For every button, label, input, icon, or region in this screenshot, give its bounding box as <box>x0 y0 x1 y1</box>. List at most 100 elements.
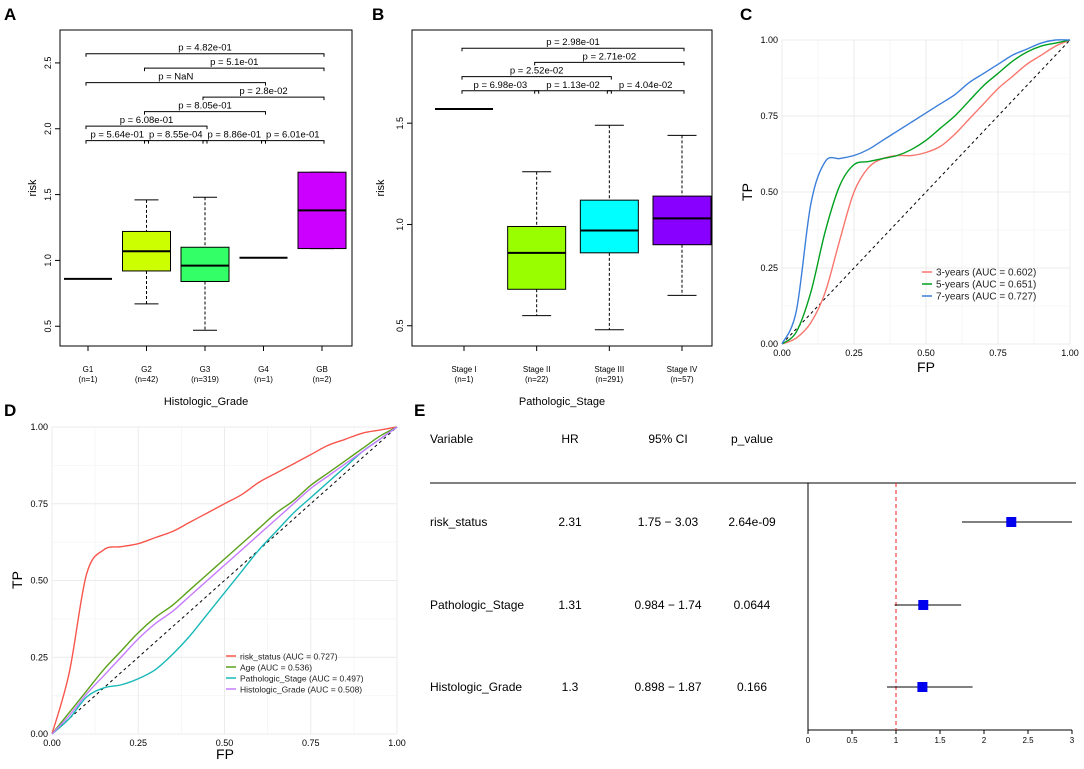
table-cell-variable: Histologic_Grade <box>430 680 522 694</box>
comparison-pvalue: p = 2.71e-02 <box>583 51 637 62</box>
legend-label: risk_status (AUC = 0.727) <box>240 652 338 662</box>
x-tick-label: 1.00 <box>388 738 406 748</box>
table-header: Variable <box>430 432 473 446</box>
table-header: HR <box>561 432 579 446</box>
x-tick-label: 0.50 <box>917 348 935 358</box>
y-tick-label: 1.0 <box>43 254 53 267</box>
comparison-bracket <box>85 82 266 86</box>
box-body <box>579 199 639 254</box>
comparison-pvalue: p = 6.08e-01 <box>120 115 174 126</box>
x-tick-label: G4 <box>258 365 269 374</box>
box-body <box>652 195 712 246</box>
table-cell-pvalue: 0.166 <box>737 680 767 694</box>
x-tick-count: (n=2) <box>313 375 332 384</box>
x-tick-label: 1.00 <box>1061 348 1079 358</box>
box-body <box>180 246 230 282</box>
legend-label: Age (AUC = 0.536) <box>240 663 312 673</box>
x-tick-label: Stage IV <box>667 365 698 374</box>
panel-b-letter: B <box>372 5 384 24</box>
legend-label: 3-years (AUC = 0.602) <box>936 268 1036 279</box>
y-tick-label: 2.0 <box>43 122 53 135</box>
comparison-pvalue: p = 2.98e-01 <box>546 37 600 48</box>
panel-b-boxplot: 0.5 1.0 1.5 Stage I(n=1) Stage II(n=22) Stage… <box>375 29 713 408</box>
comparison-bracket <box>606 90 685 94</box>
y-tick-label: 0.50 <box>30 576 48 586</box>
y-tick-label: 0.00 <box>30 729 48 739</box>
y-tick-label: 0.25 <box>30 652 48 662</box>
comparison-pvalue: p = 8.05e-01 <box>178 101 232 112</box>
panel-e-letter: E <box>414 401 425 420</box>
comparison-bracket <box>144 140 208 144</box>
panel-a-xlabel: Histologic_Grade <box>164 396 248 408</box>
table-cell-pvalue: 0.0644 <box>734 598 771 612</box>
x-tick-count: (n=57) <box>670 375 694 384</box>
comparison-pvalue: p = 4.82e-01 <box>178 43 232 54</box>
comparison-pvalue: p = 8.86e-01 <box>207 130 261 141</box>
panel-c-letter: C <box>740 5 752 24</box>
panel-b-xlabel: Pathologic_Stage <box>519 396 605 408</box>
x-tick-label: G3 <box>200 365 211 374</box>
x-tick-count: (n=22) <box>525 375 549 384</box>
diagonal-reference-line <box>781 39 1071 345</box>
comparison-bracket <box>534 61 685 66</box>
x-tick-count: (n=1) <box>455 375 474 384</box>
panel-c-xlabel: FP <box>917 359 935 375</box>
y-tick-label: 0.75 <box>30 499 48 509</box>
x-tick-label: 0.75 <box>302 738 320 748</box>
comparison-bracket <box>85 140 149 144</box>
x-tick-label: 0.50 <box>216 738 234 748</box>
x-tick-label: Stage III <box>594 365 624 374</box>
comparison-bracket <box>144 67 325 72</box>
comparison-bracket <box>461 47 685 52</box>
x-tick-count: (n=42) <box>135 375 159 384</box>
box-body <box>507 225 567 290</box>
forest-x-tick-label: 0.5 <box>846 736 858 745</box>
table-cell-variable: Pathologic_Stage <box>430 598 524 612</box>
legend-label: Histologic_Grade (AUC = 0.508) <box>240 685 362 695</box>
forest-x-tick-label: 0 <box>806 736 811 745</box>
roc-curve-line <box>781 39 1071 345</box>
comparison-pvalue: p = 8.55e-04 <box>149 130 203 141</box>
panel-b-frame <box>411 29 713 347</box>
comparison-pvalue: p = 2.52e-02 <box>510 66 564 77</box>
comparison-pvalue: p = 5.64e-01 <box>90 130 144 141</box>
x-tick-label: 0.25 <box>129 738 147 748</box>
panel-d-roc: 0.000.00 0.25 0.25 0.50 0.50 0.75 0.75 1.00 1.00… <box>9 422 406 762</box>
panel-a-boxplot: 0.51.01.52.02.5G1(n=1)G2(n=42)G3(n=319)G… <box>27 29 353 408</box>
forest-hr-point <box>1006 517 1017 527</box>
y-tick-label: 0.5 <box>395 319 405 332</box>
table-header: p_value <box>731 432 773 446</box>
y-tick-label: 1.5 <box>43 188 53 201</box>
comparison-pvalue: p = 6.98e-03 <box>474 80 528 91</box>
x-tick-label: 0.00 <box>773 348 791 358</box>
comparison-pvalue: p = 5.1e-01 <box>210 57 258 68</box>
y-tick-label: 1.0 <box>395 218 405 231</box>
comparison-bracket <box>144 111 266 115</box>
y-tick-label: 1.00 <box>760 35 778 45</box>
x-tick-label: Stage I <box>451 365 476 374</box>
comparison-bracket <box>85 53 325 57</box>
table-cell-variable: risk_status <box>430 515 487 529</box>
panel-d-xlabel: FP <box>216 746 234 762</box>
forest-hr-point <box>917 682 928 692</box>
table-cell-ci: 0.984 − 1.74 <box>634 598 701 612</box>
x-tick-label: G1 <box>83 365 94 374</box>
comparison-bracket <box>202 140 266 144</box>
table-cell-hr: 1.31 <box>558 598 582 612</box>
table-cell-ci: 0.898 − 1.87 <box>634 680 701 694</box>
panel-e-forest: Variable HR 95% CI p_value risk_status 2.31 1.… <box>430 432 1076 745</box>
y-tick-label: 2.5 <box>43 57 53 70</box>
roc-curve-line <box>51 426 398 735</box>
comparison-bracket <box>202 96 325 101</box>
forest-x-tick-label: 2 <box>982 736 987 745</box>
roc-curve-line <box>781 39 1071 345</box>
y-tick-label: 0.50 <box>760 187 778 197</box>
roc-curve-line <box>781 39 1071 345</box>
panel-a-ylabel: risk <box>27 179 39 197</box>
diagonal-reference-line <box>51 426 398 735</box>
panel-c-roc: 0.000.00 0.25 0.25 0.50 0.50 0.75 0.75 1.00 1.00… <box>739 35 1079 375</box>
comparison-pvalue: p = 2.8e-02 <box>239 86 287 97</box>
roc-curve-line <box>51 426 398 735</box>
y-tick-label: 0.00 <box>760 339 778 349</box>
